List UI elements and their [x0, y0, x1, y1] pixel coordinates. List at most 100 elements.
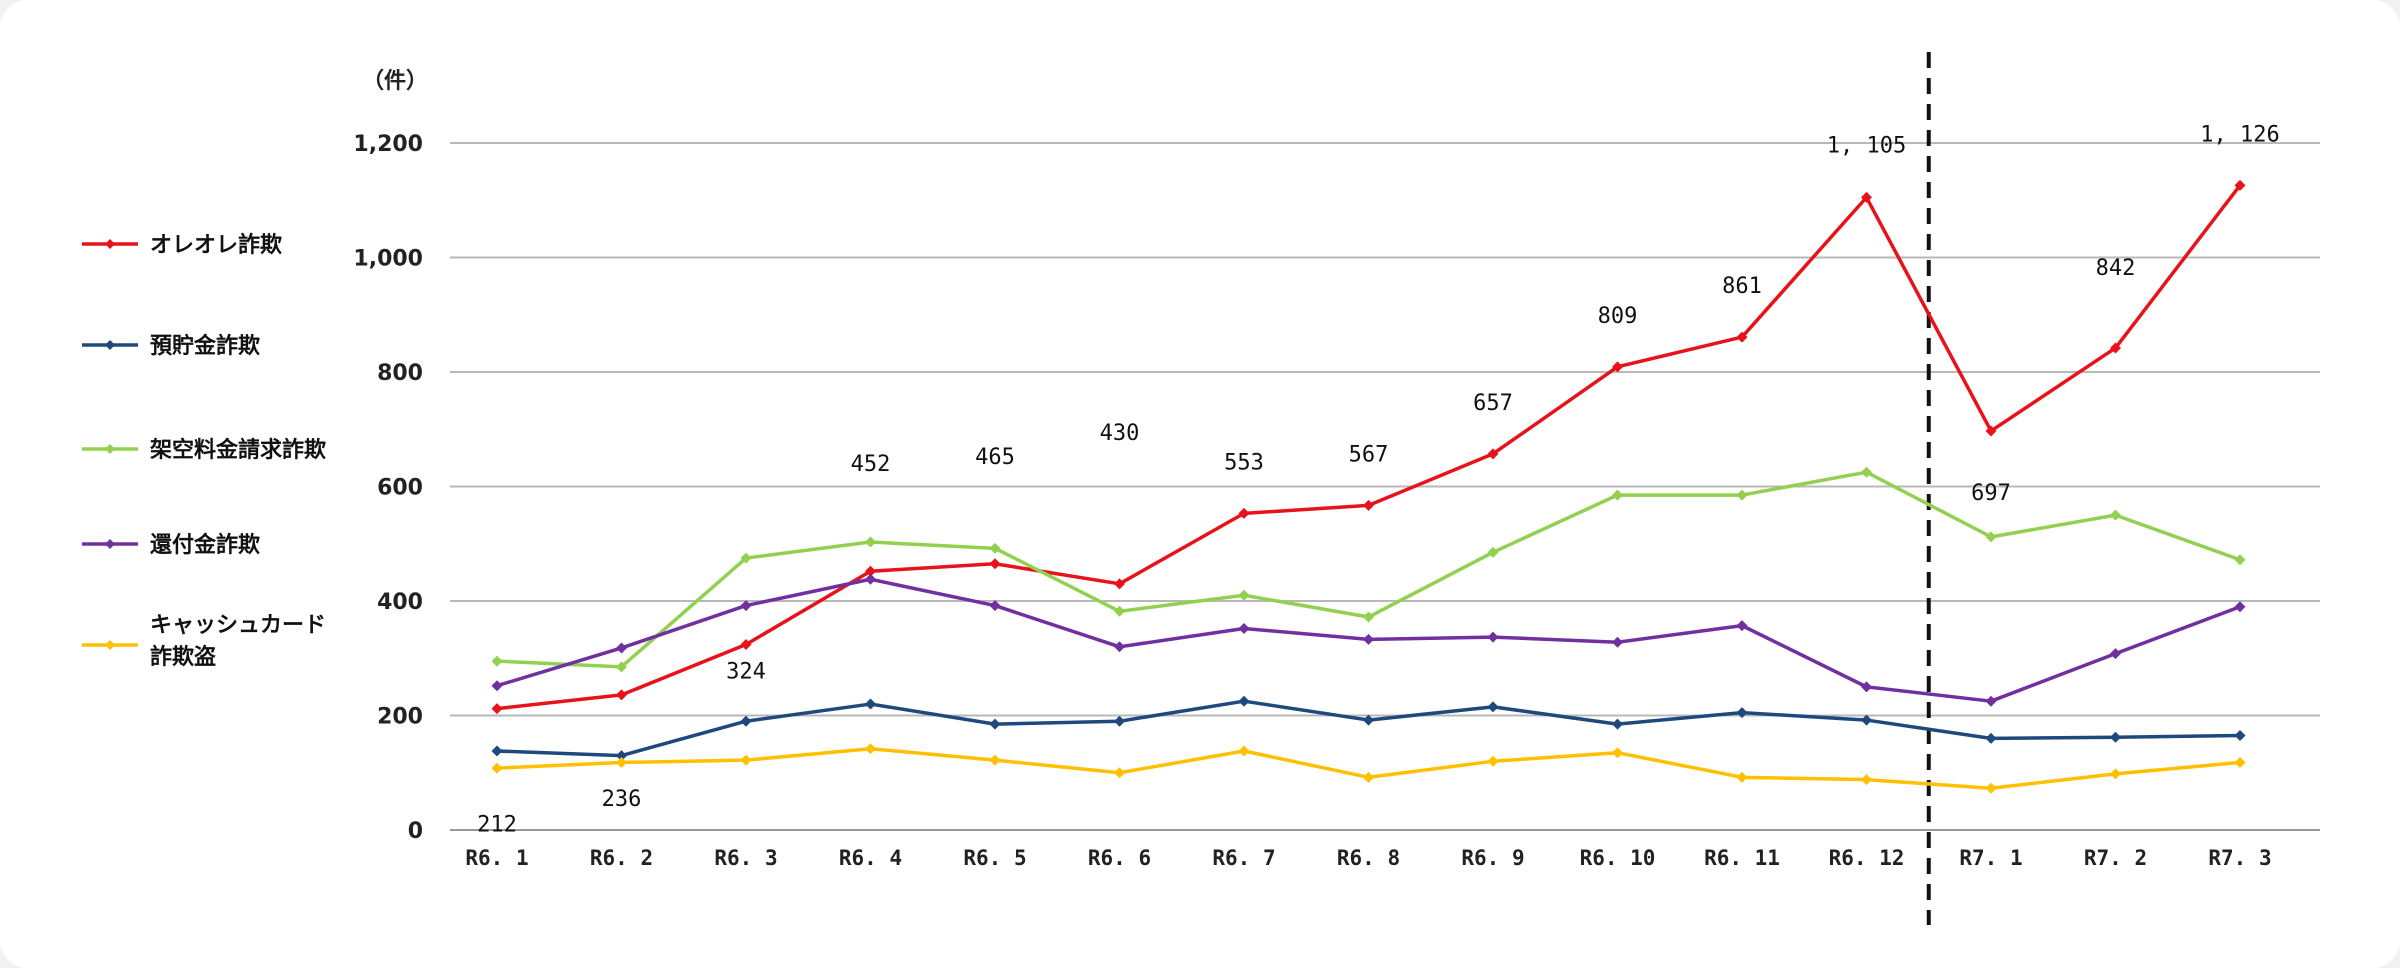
data-point — [1736, 489, 1748, 501]
data-label: 1, 126 — [2200, 122, 2279, 147]
legend-marker — [105, 340, 115, 350]
data-point — [1114, 715, 1125, 727]
data-point — [1736, 331, 1748, 343]
data-point — [2110, 768, 2121, 780]
data-point — [1736, 707, 1748, 719]
data-label: 465 — [975, 445, 1015, 470]
axes: （件） 0 200 400 600 800 1,000 1,200 R6. 1 R6. 2 R6.… — [353, 69, 2271, 870]
data-point — [740, 552, 752, 564]
data-point — [1861, 714, 1872, 726]
data-labels: 212 236 324 452 465 430 553 567 657 809 861 1, 105 6… — [477, 122, 2280, 837]
x-tick-label: R6. 3 — [714, 846, 777, 870]
data-point — [865, 743, 876, 755]
data-point — [865, 565, 876, 577]
data-point — [1612, 718, 1623, 730]
y-tick-label: 1,200 — [353, 132, 423, 157]
data-point — [2110, 648, 2121, 660]
y-tick-label: 1,000 — [353, 247, 423, 272]
data-point — [1238, 622, 1250, 634]
data-point — [989, 558, 1001, 570]
legend-label: 架空料金請求詐欺 — [150, 437, 326, 463]
data-point — [1238, 589, 1250, 601]
data-point — [1238, 745, 1250, 757]
x-tick-label: R7. 3 — [2208, 846, 2271, 870]
data-point — [1736, 620, 1748, 632]
data-point — [2110, 731, 2121, 743]
x-tick-label: R6. 6 — [1088, 846, 1151, 870]
x-tick-label: R6. 10 — [1580, 846, 1656, 870]
data-point — [1612, 636, 1623, 648]
data-point — [616, 689, 627, 701]
data-point — [2234, 730, 2246, 742]
data-point — [1363, 611, 1374, 623]
data-point — [1612, 361, 1623, 373]
data-point — [865, 573, 876, 585]
x-tick-label: R7. 1 — [1959, 846, 2022, 870]
data-label: 861 — [1722, 274, 1762, 299]
y-axis-unit-label: （件） — [362, 69, 428, 94]
data-point — [616, 756, 627, 768]
legend-marker — [105, 539, 115, 549]
series-0 — [491, 179, 2246, 715]
legend-marker — [105, 444, 115, 454]
legend-label: オレオレ詐欺 — [150, 232, 282, 258]
data-point — [1487, 755, 1499, 767]
x-tick-label: R6. 7 — [1212, 846, 1275, 870]
data-label: 1, 105 — [1827, 133, 1906, 158]
data-point — [1487, 546, 1499, 558]
series-1 — [491, 695, 2246, 762]
data-point — [1736, 771, 1748, 783]
legend-item-4: キャッシュカード詐欺盗 — [82, 613, 326, 670]
data-point — [2234, 554, 2246, 566]
data-point — [2234, 756, 2246, 768]
legend-item-1: 預貯金詐欺 — [82, 333, 260, 359]
data-point — [1985, 782, 1997, 794]
data-label: 212 — [477, 813, 517, 838]
legend-item-0: オレオレ詐欺 — [82, 232, 282, 258]
data-point — [740, 639, 752, 651]
x-tick-label: R6. 2 — [590, 846, 653, 870]
data-point — [2234, 179, 2246, 191]
data-point — [865, 536, 876, 548]
data-label: 324 — [726, 660, 766, 685]
x-tick-label: R6. 12 — [1829, 846, 1905, 870]
data-point — [491, 655, 503, 667]
series-4 — [491, 743, 2246, 794]
data-label: 236 — [602, 787, 642, 812]
data-point — [1861, 191, 1872, 203]
y-tick-label: 600 — [377, 476, 423, 501]
data-point — [491, 703, 503, 715]
x-tick-label: R6. 8 — [1337, 846, 1400, 870]
data-label: 567 — [1349, 442, 1389, 467]
data-label: 553 — [1224, 450, 1264, 475]
x-tick-label: R6. 11 — [1704, 846, 1780, 870]
legend-marker — [105, 239, 115, 249]
data-point — [1363, 499, 1374, 511]
data-point — [1487, 701, 1499, 713]
x-tick-label: R6. 9 — [1461, 846, 1524, 870]
data-label: 452 — [851, 452, 891, 477]
data-label: 809 — [1598, 304, 1638, 329]
series-2 — [491, 466, 2246, 673]
x-tick-label: R7. 2 — [2084, 846, 2147, 870]
data-point — [2110, 342, 2121, 354]
legend-marker — [105, 640, 115, 650]
data-point — [1363, 771, 1374, 783]
data-label: 430 — [1100, 421, 1140, 446]
y-tick-label: 400 — [377, 590, 423, 615]
data-point — [1861, 466, 1872, 478]
data-point — [1238, 695, 1250, 707]
data-point — [1363, 633, 1374, 645]
data-point — [740, 600, 752, 612]
data-point — [616, 750, 627, 762]
legend-item-3: 還付金詐欺 — [82, 532, 260, 558]
data-point — [1114, 578, 1125, 590]
x-tick-label: R6. 4 — [839, 846, 902, 870]
y-tick-label: 800 — [377, 361, 423, 386]
data-point — [491, 762, 503, 774]
data-point — [616, 642, 627, 654]
data-point — [1487, 448, 1499, 460]
series-line — [496, 699, 2241, 758]
y-tick-label: 0 — [408, 819, 423, 844]
